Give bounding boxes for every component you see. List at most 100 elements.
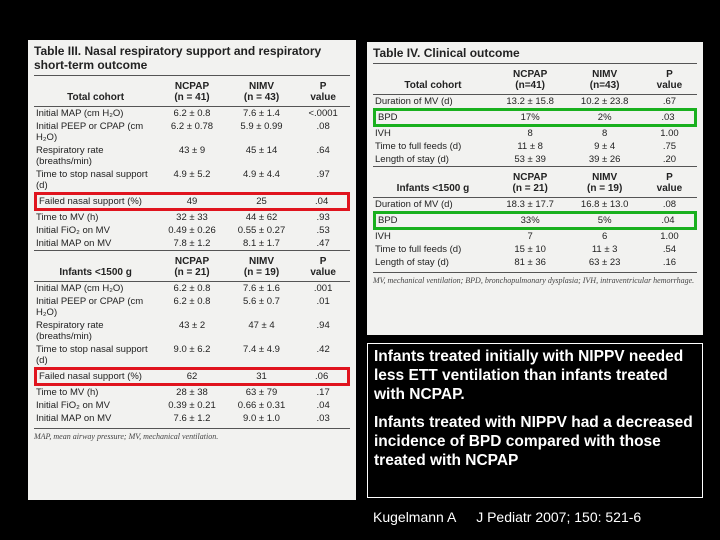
header-text: NIMV: [592, 172, 618, 183]
header-text: P: [666, 172, 673, 183]
cell: 28 ± 38: [176, 387, 208, 398]
data-row: BPD 17% 2% .03: [373, 108, 697, 127]
header-text: Total cohort: [404, 80, 462, 91]
header-cell: Total cohort: [34, 76, 158, 107]
cell: 5%: [567, 211, 642, 230]
cell: <.0001: [308, 108, 338, 119]
cell: Initial PEEP or CPAP (cm H₂O): [36, 121, 144, 143]
citation: J Pediatr 2007; 150: 521-6: [476, 509, 642, 525]
cell: .94: [316, 320, 330, 331]
data-row: Initial MAP (cm H₂O) 6.2 ± 0.8 7.6 ± 1.6 .0…: [34, 282, 350, 295]
header-text: P: [666, 69, 673, 80]
cell: 0.55 ± 0.27: [237, 225, 286, 236]
cell: IVH: [375, 231, 391, 242]
data-row: Length of stay (d) 81 ± 36 63 ± 23 .16: [373, 256, 697, 269]
footnote: MV, mechanical ventilation; BPD, broncho…: [373, 272, 697, 285]
header-text: NIMV: [592, 69, 618, 80]
cell: 5.6 ± 0.7: [243, 296, 280, 307]
header-text: P: [319, 256, 327, 267]
header-text: value: [310, 92, 336, 103]
cell: Length of stay (d): [375, 257, 449, 268]
cell: 9 ± 4: [594, 141, 616, 152]
cell: 6: [602, 231, 608, 242]
cell: 5.9 ± 0.99: [240, 121, 283, 132]
cell: .64: [316, 145, 330, 156]
header-row: Infants <1500 g NCPAP (n = 21) NIMV (n = 19)…: [373, 166, 697, 198]
cell: 8: [527, 128, 533, 139]
data-row: Initial MAP (cm H₂O) 6.2 ± 0.8 7.6 ± 1.4 <.…: [34, 107, 350, 120]
cell: 45 ± 14: [245, 145, 278, 156]
cell: 9.0 ± 6.2: [173, 344, 211, 355]
header-text: NCPAP: [513, 172, 548, 183]
cell: .06: [296, 367, 350, 386]
header-text: value: [656, 183, 683, 194]
cell: 11 ± 8: [517, 141, 543, 152]
cell: 33%: [492, 211, 568, 230]
data-row: Initial FiO₂ on MV 0.39 ± 0.21 0.66 ± 0.31…: [34, 399, 350, 412]
cell: Time to MV (h): [36, 212, 99, 223]
header-cell: NCPAP (n = 21): [492, 166, 568, 198]
data-row: Duration of MV (d) 13.2 ± 15.8 10.2 ± 23.8…: [373, 95, 697, 108]
header-text: NCPAP: [513, 69, 548, 80]
cell: 17%: [492, 108, 568, 127]
cell: Duration of MV (d): [375, 96, 453, 107]
cell: 7.6 ± 1.6: [243, 283, 280, 294]
data-row: Time to full feeds (d) 11 ± 8 9 ± 4 .75: [373, 140, 697, 153]
data-row: Time to MV (h) 28 ± 38 63 ± 79 .17: [34, 386, 350, 399]
header-text: value: [310, 267, 336, 278]
cell: 31: [226, 367, 297, 386]
cell: 7.6 ± 1.2: [173, 413, 211, 424]
header-cell: NIMV (n=43): [567, 64, 642, 95]
cell: 63 ± 79: [245, 387, 278, 398]
cell: .08: [316, 121, 330, 132]
cell: 4.9 ± 4.4: [243, 169, 280, 180]
data-row: Initial PEEP or CPAP (cm H₂O) 6.2 ± 0.78 5…: [34, 120, 350, 144]
cell: 25: [226, 192, 297, 211]
cell: Length of stay (d): [375, 154, 449, 165]
header-cell: Infants <1500 g: [34, 250, 158, 282]
cell: .01: [316, 296, 330, 307]
cell: .08: [662, 199, 677, 210]
header-text: P: [319, 81, 327, 92]
data-row: Duration of MV (d) 18.3 ± 17.7 16.8 ± 13.0…: [373, 198, 697, 211]
cell: 7.6 ± 1.4: [243, 108, 280, 119]
header-text: NIMV: [249, 256, 274, 267]
header-cell: NIMV (n = 19): [226, 250, 297, 282]
header-text: NIMV: [249, 81, 274, 92]
cell: 44 ± 62: [245, 212, 278, 223]
cell: Initial MAP on MV: [36, 238, 112, 249]
cell: .75: [662, 141, 677, 152]
cell: Respiratory rate (breaths/min): [36, 145, 104, 167]
cell: 7.4 ± 4.9: [243, 344, 280, 355]
cell: 8: [602, 128, 608, 139]
cell: 15 ± 10: [514, 244, 546, 255]
header-text: Infants <1500 g: [59, 267, 132, 278]
cell: .04: [316, 400, 330, 411]
header-cell: NIMV (n = 19): [567, 166, 642, 198]
cell: 6.2 ± 0.8: [173, 108, 211, 119]
cell: Time to MV (h): [36, 387, 99, 398]
cell: 43 ± 2: [178, 320, 206, 331]
header-text: (n = 43): [243, 92, 280, 103]
summary-text: Infants treated with NIPPV had a decreas…: [374, 414, 693, 469]
cell: 7.8 ± 1.2: [173, 238, 211, 249]
author: Kugelmann A: [373, 509, 457, 525]
cell: 39 ± 26: [588, 154, 621, 165]
cell: .53: [316, 225, 330, 236]
cell: 8.1 ± 1.7: [243, 238, 280, 249]
data-row: IVH 7 6 1.00: [373, 230, 697, 243]
cell: Initial MAP on MV: [36, 413, 112, 424]
cell: Time to full feeds (d): [375, 141, 462, 152]
cell: .16: [662, 257, 677, 268]
data-row: Time to stop nasal support (d) 9.0 ± 6.2 7…: [34, 343, 350, 367]
header-cell: NIMV (n = 43): [226, 76, 297, 107]
cell: 2%: [567, 108, 642, 127]
cell: Time to stop nasal support (d): [36, 344, 148, 366]
